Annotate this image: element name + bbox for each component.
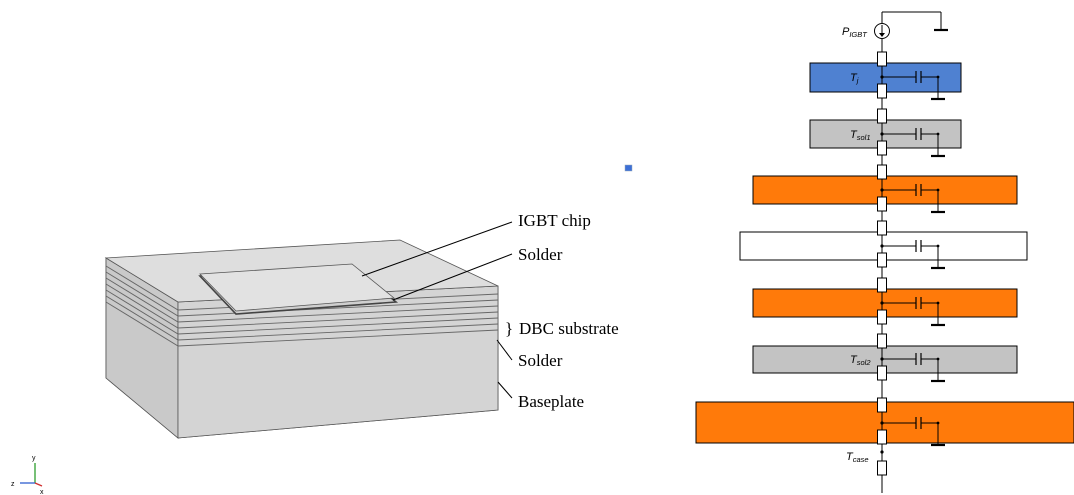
resistor-upper (877, 333, 887, 349)
resistor-lower (877, 140, 887, 156)
layer-line (105, 277, 499, 323)
source-label: PIGBT (842, 26, 868, 39)
node-label-tsol2: Tsol2 (850, 354, 871, 367)
resistor-lower (877, 429, 887, 445)
resistor-upper (877, 164, 887, 180)
baseplate-leader (497, 381, 513, 399)
label-solder-bottom: Solder (518, 351, 563, 370)
rc-ladder: Tj Tsol1 Tsol2 (850, 39, 945, 493)
resistor-lower (877, 83, 887, 99)
resistor-lower (877, 252, 887, 268)
power-source: PIGBT (842, 11, 948, 39)
igbt-chip-leader (361, 221, 513, 277)
label-solder-top: Solder (518, 245, 563, 264)
resistor-lower (877, 196, 887, 212)
layer-line (105, 289, 499, 335)
layer-line (105, 301, 499, 347)
resistor-upper (877, 108, 887, 124)
node-label-tj: Tj (850, 72, 859, 85)
label-igbt-chip: IGBT chip (518, 211, 591, 230)
node-label-tcase: Tcase (846, 451, 869, 464)
x-axis-label: x (40, 489, 44, 495)
dbc-brace: } (505, 319, 513, 338)
layer-line (105, 271, 499, 317)
resistor-upper (877, 397, 887, 413)
solder-top-leader (392, 253, 513, 301)
node-label-tsol1: Tsol1 (850, 129, 871, 142)
solder-bottom-leader (496, 339, 513, 361)
layer-line (105, 295, 499, 341)
resistor-upper (877, 51, 887, 67)
layer-line (105, 283, 499, 329)
module-3d-view: IGBT chip Solder } DBC substrate Solder … (11, 164, 633, 495)
resistor-lower (877, 365, 887, 381)
label-dbc-substrate: DBC substrate (519, 319, 619, 338)
resistor-lower (877, 309, 887, 325)
axis-triad: y z x (11, 455, 44, 495)
resistor-upper (877, 277, 887, 293)
igbt-chip (199, 263, 396, 312)
x-axis-line (34, 482, 43, 487)
label-baseplate: Baseplate (518, 392, 584, 411)
resistor-upper (877, 220, 887, 236)
z-axis-label: z (11, 481, 15, 488)
source-arrowhead (879, 33, 885, 37)
thermal-network: Tj Tsol1 Tsol2 PIGBT Tcase (695, 11, 1074, 493)
resistor-case (877, 460, 887, 476)
view-marker-icon[interactable] (624, 164, 633, 172)
node-dot (880, 450, 884, 454)
y-axis-label: y (32, 455, 36, 462)
layer-lines (105, 265, 499, 347)
